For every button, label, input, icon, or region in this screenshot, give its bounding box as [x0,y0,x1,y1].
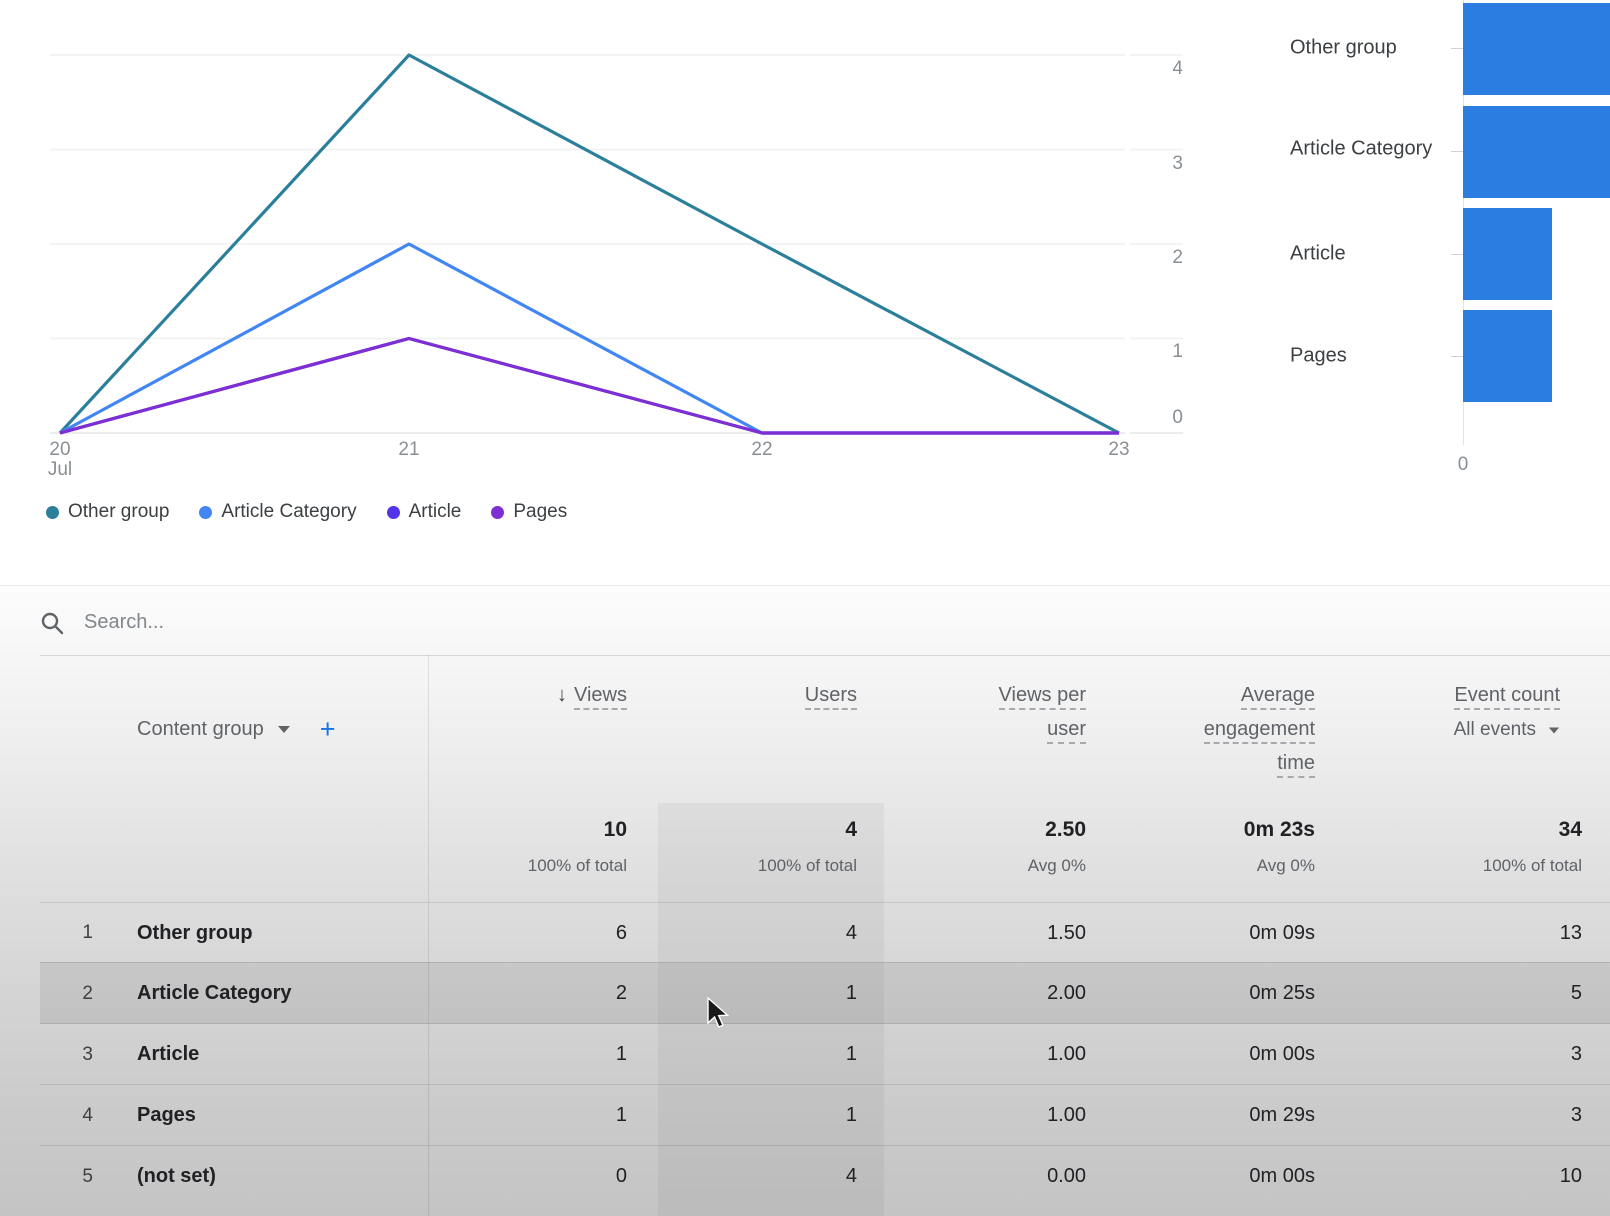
x-axis-month: Jul [47,459,73,480]
legend-item[interactable]: Pages [491,501,567,523]
legend-dot-icon [491,505,505,519]
legend-dot-icon [46,505,59,519]
total-views-per-user-sub: Avg 0% [1027,856,1086,875]
column-divider [428,655,429,1216]
column-header-users[interactable]: Users [627,678,857,780]
bar-axis-tick [1451,151,1463,152]
event-filter-dropdown[interactable]: All events [1454,713,1560,747]
legend-dot-icon [386,505,400,519]
legend-item[interactable]: Article [386,501,462,523]
bar-category-label: Article Category [1290,137,1433,160]
bar-axis-zero-label: 0 [1457,454,1469,475]
mouse-cursor [707,997,730,1028]
legend-item[interactable]: Article Category [199,501,357,523]
bar-axis-tick [1451,356,1463,357]
column-header-views-per-user[interactable]: Views per user [857,678,1086,780]
total-views-per-user: 2.50 [1045,818,1086,841]
bar-article-category [1463,106,1610,198]
legend-label: Other group [68,501,170,522]
chevron-down-icon [1548,727,1560,733]
bar-pages [1463,310,1552,402]
legend-item[interactable]: Other group [46,501,169,523]
table-row[interactable]: 5 (not set) 0 4 0.00 0m 00s 10 [40,1145,1610,1207]
total-engagement-time: 0m 23s [1243,818,1315,841]
line-chart-series [58,53,1120,435]
users-column-highlight [658,803,884,1216]
bar-other-group [1463,3,1610,95]
bar-category-label: Other group [1290,36,1397,59]
add-dimension-button[interactable]: + [319,714,336,744]
total-views: 10 [603,818,627,841]
x-axis-tick: 21 [398,439,420,460]
bar-article [1463,208,1552,300]
legend-label: Article [408,501,462,522]
x-axis-tick: 20 Jul [30,440,90,480]
table-header: Content group + ↓ Views Users Views per u… [40,655,1610,780]
total-users-sub: 100% of total [757,856,857,875]
total-event-count-sub: 100% of total [1482,856,1582,875]
bar-axis-tick [1451,254,1463,255]
bar-axis-tick [1451,48,1463,49]
table-row[interactable]: 3 Article 1 1 1.00 0m 00s 3 [40,1023,1610,1085]
x-axis-tick: 22 [751,439,773,460]
table-row[interactable]: 4 Pages 1 1 1.00 0m 29s 3 [40,1084,1610,1146]
bar-category-label: Article [1290,242,1346,265]
total-views-sub: 100% of total [527,856,627,875]
column-header-views[interactable]: ↓ Views [428,678,627,780]
table-section: Content group + ↓Views Users Views per u… [0,585,1610,1216]
chart-legend: Other group Article Category Article Pag… [46,501,567,523]
divider [0,585,1610,586]
column-header-avg-engagement-time[interactable]: Average engagement time [1086,678,1315,780]
chevron-down-icon[interactable] [277,725,290,733]
legend-label: Pages [513,501,568,522]
y-axis-tick: 2 [1172,247,1183,268]
legend-label: Article Category [221,501,357,522]
legend-dot-icon [199,505,213,519]
y-axis-tick: 4 [1172,58,1183,79]
dimension-header-label[interactable]: Content group [137,718,264,740]
search-icon [41,612,64,634]
table-row[interactable]: 1 Other group 6 4 1.50 0m 09s 13 [40,902,1610,963]
x-axis-tick: 23 [1108,439,1130,460]
charts-section: 4 3 2 1 0 20 Jul 21 22 23 Other group Ar… [0,0,1610,585]
total-event-count: 34 [1558,818,1582,841]
line-chart [50,53,1183,435]
search-input[interactable] [82,610,486,635]
table-row-hovered[interactable]: 2 Article Category 2 1 2.00 0m 25s 5 [40,962,1610,1024]
bar-category-label: Pages [1290,344,1347,367]
y-axis-tick: 0 [1172,407,1183,428]
totals-row: 10 100% of total 4 100% of total 2.50 Av… [40,803,1610,879]
total-users: 4 [845,818,857,841]
sort-descending-icon: ↓ [557,684,567,706]
total-engagement-time-sub: Avg 0% [1256,856,1315,875]
y-axis-tick: 3 [1172,153,1183,174]
column-header-event-count[interactable]: Event count All events [1315,678,1582,780]
divider [40,655,1610,656]
y-axis-tick: 1 [1172,341,1183,362]
